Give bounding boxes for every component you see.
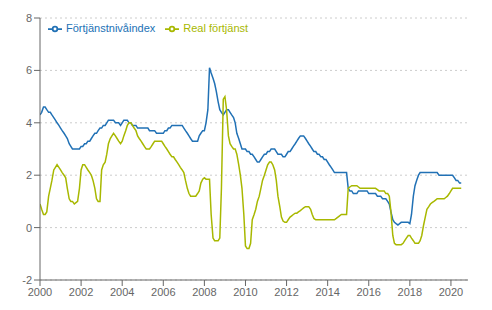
svg-text:8: 8: [26, 12, 32, 24]
svg-text:2008: 2008: [192, 286, 216, 298]
svg-text:2004: 2004: [110, 286, 134, 298]
svg-text:2002: 2002: [69, 286, 93, 298]
svg-text:2: 2: [26, 169, 32, 181]
svg-text:2014: 2014: [315, 286, 339, 298]
svg-text:2018: 2018: [398, 286, 422, 298]
html-text:Real förtjänst: Real förtjänst: [183, 22, 249, 34]
svg-text:2006: 2006: [151, 286, 175, 298]
svg-text:6: 6: [26, 64, 32, 76]
svg-text:2010: 2010: [233, 286, 257, 298]
svg-text:4: 4: [26, 117, 32, 129]
svg-text:2012: 2012: [274, 286, 298, 298]
svg-text:2000: 2000: [28, 286, 52, 298]
svg-text:0: 0: [26, 222, 32, 234]
svg-text:2020: 2020: [439, 286, 463, 298]
html-text:Förtjänstnivåindex: Förtjänstnivåindex: [66, 22, 156, 34]
svg-text:2016: 2016: [357, 286, 381, 298]
svg-text:-2: -2: [22, 274, 32, 286]
